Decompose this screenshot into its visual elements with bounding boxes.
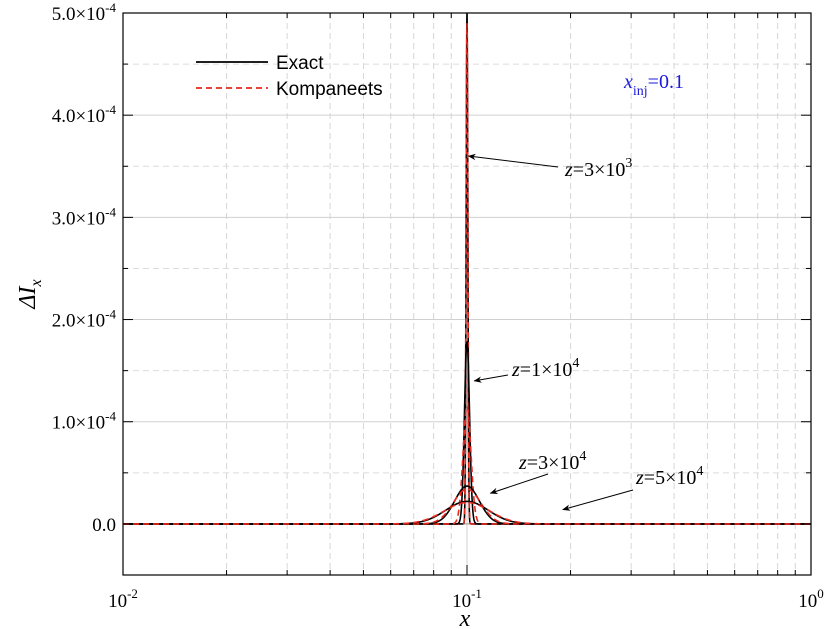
y-tick-labels: 0.0 1.0×10-4 2.0×10-4 3.0×10-4 4.0×10-4 5.0×1… — [52, 0, 117, 536]
series-line — [123, 405, 811, 525]
x-tick-label: 100 — [798, 586, 824, 612]
series-line — [123, 501, 811, 525]
legend-label: Kompaneets — [276, 79, 383, 100]
y-tick-label: 5.0×10-4 — [52, 0, 117, 25]
curve-annotation-label: z=1×104 — [511, 356, 579, 381]
y-tick-label: 1.0×10-4 — [52, 409, 117, 434]
legend-label: Exact — [276, 53, 324, 74]
curve-annotation-label: z=3×104 — [518, 449, 586, 474]
y-tick-label: 2.0×10-4 — [52, 307, 117, 332]
x-tick-label: 10-2 — [108, 586, 138, 612]
annotation-arrow — [489, 473, 549, 495]
y-tick-label: 3.0×10-4 — [52, 204, 117, 229]
curve-annotation-label: z=3×103 — [564, 156, 632, 181]
legend: Exact Kompaneets — [196, 53, 383, 100]
y-tick-label: 4.0×10-4 — [52, 102, 117, 127]
y-tick-label: 0.0 — [92, 515, 116, 536]
curve-annotation-label: z=5×104 — [635, 464, 703, 489]
injection-annotation: xinj=0.1 — [623, 71, 684, 99]
x-tick-labels: 10-2 10-1 100 — [108, 586, 824, 612]
annotation-layer: z=3×103 z=1×104 z=3×104 z=5×104 — [467, 153, 703, 511]
annotation-arrow — [467, 153, 559, 168]
annotation-arrow — [562, 489, 634, 511]
x-tick-label: 10-1 — [452, 586, 482, 612]
x-axis-label: x — [459, 606, 471, 629]
tick-layer — [122, 12, 811, 575]
y-axis-label: ΔIx — [15, 279, 45, 309]
annotation-arrow — [473, 374, 509, 383]
